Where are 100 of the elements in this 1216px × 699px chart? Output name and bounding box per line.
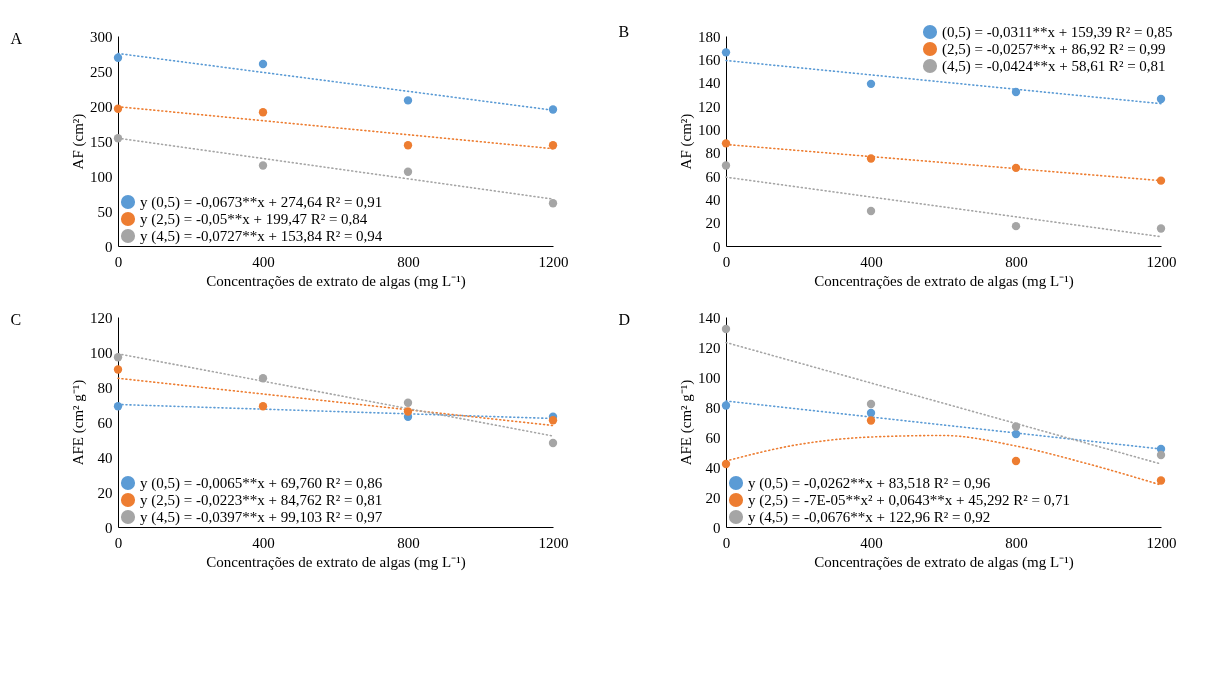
- point: [403, 96, 413, 105]
- y-axis-title: AFE (cm² g⁻¹): [70, 379, 87, 466]
- chart-title: D: [618, 311, 631, 328]
- legend-label: (2,5) = -0,0257**x + 86,92 R² = 0,99: [942, 41, 1166, 58]
- x-tick-label: 1200: [538, 253, 569, 270]
- y-tick-label: 50: [97, 203, 113, 220]
- legend-label: (0,5) = -0,0311**x + 159,39 R² = 0,85: [942, 24, 1173, 41]
- x-tick-label: 800: [397, 534, 420, 551]
- y-tick-label: 40: [705, 191, 721, 208]
- legend-label: y (4,5) = -0,0676**x + 122,96 R² = 0,92: [748, 509, 991, 526]
- x-axis-title: Concentrações de extrato de algas (mg L⁻¹): [814, 553, 1074, 571]
- legend-label: y (0,5) = -0,0065**x + 69,760 R² = 0,86: [140, 475, 383, 492]
- y-tick-label: 140: [698, 75, 721, 92]
- point: [113, 104, 123, 113]
- point: [548, 105, 558, 114]
- x-tick-label: 400: [860, 534, 883, 551]
- y-tick-label: 20: [705, 489, 721, 506]
- y-tick-label: 120: [698, 339, 721, 356]
- y-tick-label: 60: [97, 414, 113, 431]
- y-tick-label: 180: [698, 28, 721, 45]
- x-tick-label: 1200: [1146, 253, 1177, 270]
- point: [548, 199, 558, 208]
- point: [258, 108, 268, 117]
- point: [113, 353, 123, 362]
- point: [548, 416, 558, 425]
- y-tick-label: 20: [705, 215, 721, 232]
- chart-title: A: [10, 30, 23, 47]
- point: [258, 59, 268, 69]
- legend-label: y (2,5) = -0,0223**x + 84,762 R² = 0,81: [140, 492, 383, 509]
- point: [113, 53, 123, 62]
- point: [1011, 456, 1021, 466]
- x-tick-label: 800: [1005, 253, 1028, 270]
- y-tick-label: 300: [90, 28, 113, 45]
- y-axis-title: AF (cm²): [678, 113, 695, 170]
- y-tick-label: 60: [705, 429, 721, 446]
- y-tick-label: 120: [90, 309, 113, 326]
- y-tick-label: 80: [705, 399, 721, 416]
- y-tick-label: 120: [698, 98, 721, 115]
- legend-label: y (4,5) = -0,0397**x + 99,103 R² = 0,97: [140, 509, 383, 526]
- y-tick-label: 100: [90, 168, 113, 185]
- point: [258, 402, 268, 411]
- point: [403, 141, 413, 150]
- y-tick-label: 40: [97, 449, 113, 466]
- point: [721, 161, 731, 170]
- y-tick-label: 150: [90, 133, 113, 150]
- x-tick-label: 800: [397, 253, 420, 270]
- x-tick-label: 1200: [1146, 534, 1177, 551]
- y-tick-label: 200: [90, 98, 113, 115]
- y-tick-label: 100: [90, 344, 113, 361]
- point: [721, 401, 731, 410]
- legend-label: y (0,5) = -0,0673**x + 274,64 R² = 0,91: [140, 194, 383, 211]
- x-axis-title: Concentrações de extrato de algas (mg L⁻¹): [206, 272, 466, 290]
- legend-label: y (2,5) = -7E-05**x² + 0,0643**x + 45,292 R² = 0,71: [748, 492, 1070, 509]
- point: [866, 206, 876, 216]
- y-tick-label: 20: [97, 484, 113, 501]
- point: [1156, 450, 1166, 460]
- point: [113, 365, 123, 374]
- y-tick-label: 100: [698, 121, 721, 138]
- y-tick-label: 140: [698, 309, 721, 326]
- x-tick-label: 400: [252, 534, 275, 551]
- legend-label: (4,5) = -0,0424**x + 58,61 R² = 0,81: [942, 58, 1166, 75]
- y-tick-label: 80: [705, 145, 721, 162]
- point: [403, 407, 413, 416]
- point: [866, 399, 876, 409]
- y-tick-label: 0: [713, 519, 721, 536]
- point: [721, 459, 731, 469]
- x-tick-label: 400: [252, 253, 275, 270]
- y-axis-title: AF (cm²): [70, 113, 87, 170]
- point: [1011, 163, 1021, 173]
- point: [1011, 422, 1021, 431]
- point: [721, 48, 731, 57]
- y-tick-label: 60: [705, 168, 721, 185]
- y-tick-label: 100: [698, 369, 721, 386]
- x-axis-title: Concentrações de extrato de algas (mg L⁻¹): [206, 553, 466, 571]
- point: [548, 438, 558, 448]
- point: [1156, 224, 1166, 233]
- point: [1156, 476, 1166, 485]
- point: [721, 139, 731, 148]
- y-tick-label: 160: [698, 51, 721, 68]
- y-tick-label: 80: [97, 379, 113, 396]
- point: [1156, 176, 1166, 185]
- point: [1011, 221, 1021, 231]
- y-tick-label: 250: [90, 63, 113, 80]
- x-tick-label: 800: [1005, 534, 1028, 551]
- point: [258, 161, 268, 170]
- x-tick-label: 400: [860, 253, 883, 270]
- point: [866, 416, 876, 425]
- x-axis-title: Concentrações de extrato de algas (mg L⁻¹): [814, 272, 1074, 290]
- y-tick-label: 0: [713, 238, 721, 255]
- legend-label: y (2,5) = -0,05**x + 199,47 R² = 0,84: [140, 211, 368, 228]
- y-tick-label: 0: [105, 519, 113, 536]
- legend-label: y (0,5) = -0,0262**x + 83,518 R² = 0,96: [748, 475, 991, 492]
- y-tick-label: 0: [105, 238, 113, 255]
- point: [258, 374, 268, 383]
- point: [113, 134, 123, 143]
- chart-title: B: [618, 23, 630, 40]
- point: [1156, 94, 1166, 104]
- point: [113, 402, 123, 411]
- point: [721, 324, 731, 334]
- legend-label: y (4,5) = -0,0727**x + 153,84 R² = 0,94: [140, 228, 383, 245]
